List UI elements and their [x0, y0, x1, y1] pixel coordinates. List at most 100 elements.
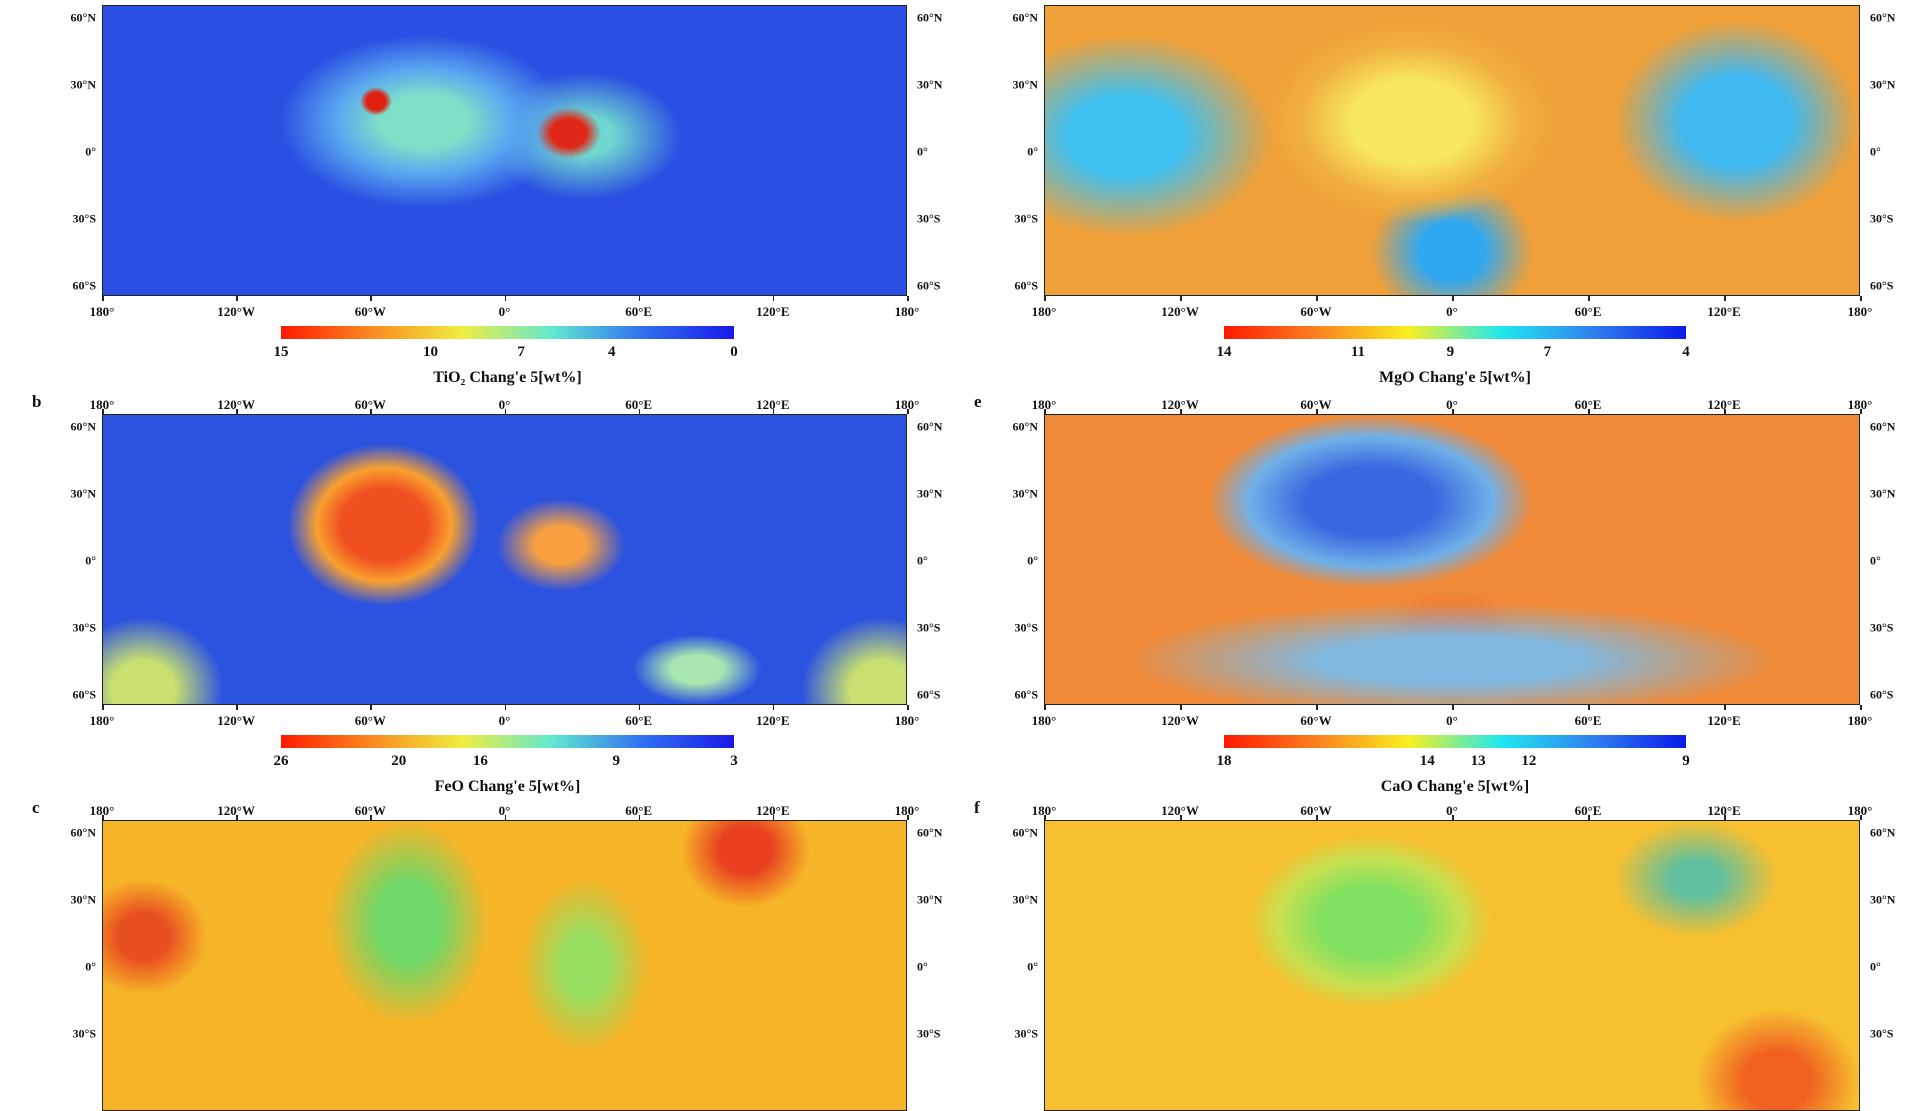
longitude-label-bottom: 60°W [1300, 304, 1332, 319]
tick-top [236, 409, 238, 414]
tick-bottom [772, 296, 775, 301]
tick-bottom [638, 296, 641, 301]
latitude-label-right: 30°S [1870, 211, 1894, 226]
latitude-label-right: 60°N [917, 825, 943, 839]
latitude-label-left: 30°N [70, 77, 96, 92]
colorbar-b [281, 735, 734, 748]
tick-top [1588, 409, 1590, 414]
longitude-label-top: 60°E [625, 803, 653, 818]
longitude-label-bottom: 180° [1031, 304, 1057, 319]
longitude-label-top: 180° [894, 397, 920, 412]
longitude-label-top: 120°E [756, 803, 790, 818]
latitude-label-right: 60°N [1870, 10, 1896, 24]
longitude-label-bottom: 0° [1446, 713, 1458, 728]
tick-bottom [1860, 296, 1862, 301]
colorbar-title: CaO Chang'e 5[wt%] [1380, 778, 1530, 795]
tick-bottom [1724, 705, 1726, 710]
colorbar-a [281, 326, 734, 339]
tick-top [504, 815, 506, 820]
latitude-label-right: 60°S [1870, 278, 1894, 293]
tick-top [1452, 815, 1454, 820]
tick-bottom [1860, 705, 1862, 710]
latitude-label-left: 60°N [70, 419, 96, 433]
latitude-label-left: 0° [1027, 553, 1038, 568]
map-b [102, 414, 907, 705]
latitude-label-left: 30°S [72, 1026, 96, 1041]
latitude-label-left: 30°N [70, 892, 96, 907]
longitude-label-top: 120°W [1161, 397, 1199, 412]
colorbar-tick-label: 7 [1543, 344, 1552, 360]
longitude-label-top: 180° [1031, 803, 1057, 818]
tick-bottom [1588, 296, 1590, 301]
latitude-label-right: 30°S [917, 211, 941, 226]
tick-top [907, 409, 909, 414]
longitude-label-top: 120°E [756, 397, 790, 412]
latitude-label-left: 30°N [70, 486, 96, 501]
colorbar-e [1224, 735, 1686, 748]
longitude-label-bottom: 180° [1847, 713, 1873, 728]
latitude-label-right: 60°N [1870, 825, 1896, 839]
tick-top [504, 409, 506, 414]
longitude-label-bottom: 60°E [625, 304, 653, 319]
latitude-label-right: 30°N [1870, 77, 1896, 92]
tick-bottom [1044, 705, 1046, 710]
panel-letter: c [32, 798, 40, 817]
tick-top [1316, 815, 1318, 820]
latitude-label-left: 60°S [72, 687, 96, 702]
tick-top [1860, 409, 1862, 414]
latitude-label-left: 30°S [72, 211, 96, 226]
longitude-label-top: 180° [1031, 397, 1057, 412]
longitude-label-top: 60°W [1300, 803, 1332, 818]
map-e [1044, 414, 1860, 705]
longitude-label-top: 60°E [1574, 803, 1602, 818]
longitude-label-top: 180° [1847, 397, 1873, 412]
tick-top [102, 409, 104, 414]
colorbar-tick-label: 12 [1521, 753, 1537, 769]
longitude-label-top: 120°W [1161, 803, 1199, 818]
tick-bottom [1588, 705, 1590, 710]
longitude-label-bottom: 180° [1847, 304, 1873, 319]
colorbar-tick-label: 7 [517, 344, 525, 360]
longitude-label-top: 120°E [1707, 803, 1741, 818]
latitude-label-left: 30°S [72, 620, 96, 635]
tick-bottom [504, 296, 506, 301]
latitude-label-left: 0° [85, 959, 96, 974]
tick-top [370, 409, 372, 414]
tick-bottom [1316, 296, 1318, 301]
tick-bottom [1452, 705, 1454, 710]
tick-bottom [102, 705, 104, 710]
longitude-label-bottom: 120°W [217, 713, 256, 728]
panel-letter: e [974, 392, 982, 411]
colorbar-tick-label: 14 [1419, 753, 1435, 769]
tick-bottom [907, 296, 909, 301]
longitude-label-top: 180° [1847, 803, 1873, 818]
tick-bottom [1044, 296, 1046, 301]
longitude-label-bottom: 180° [894, 713, 920, 728]
latitude-label-right: 30°N [1870, 892, 1896, 907]
tick-top [907, 815, 909, 820]
colorbar-tick-label: 9 [1446, 344, 1455, 360]
tick-bottom [772, 705, 775, 710]
tick-bottom [1180, 296, 1182, 301]
colorbar-tick-label: 10 [422, 344, 438, 360]
latitude-label-right: 30°N [1870, 486, 1896, 501]
panel-letter: b [32, 392, 42, 411]
colorbar-tick-label: 14 [1216, 344, 1232, 360]
latitude-label-right: 30°N [917, 486, 943, 501]
latitude-label-right: 30°N [917, 77, 943, 92]
latitude-label-left: 0° [85, 144, 96, 159]
latitude-label-left: 60°S [72, 278, 96, 293]
latitude-label-left: 30°S [1014, 620, 1038, 635]
longitude-label-bottom: 120°E [756, 713, 790, 728]
tick-top [772, 409, 775, 414]
longitude-label-bottom: 60°W [1300, 713, 1332, 728]
tick-bottom [1180, 705, 1182, 710]
longitude-label-top: 180° [894, 803, 920, 818]
colorbar-tick-label: 11 [1350, 344, 1366, 360]
latitude-label-right: 30°S [917, 620, 941, 635]
longitude-label-bottom: 180° [894, 304, 920, 319]
latitude-label-right: 0° [917, 144, 928, 159]
latitude-label-left: 30°N [1012, 892, 1038, 907]
colorbar-tick-label: 4 [1682, 344, 1690, 360]
latitude-label-right: 30°N [917, 892, 943, 907]
